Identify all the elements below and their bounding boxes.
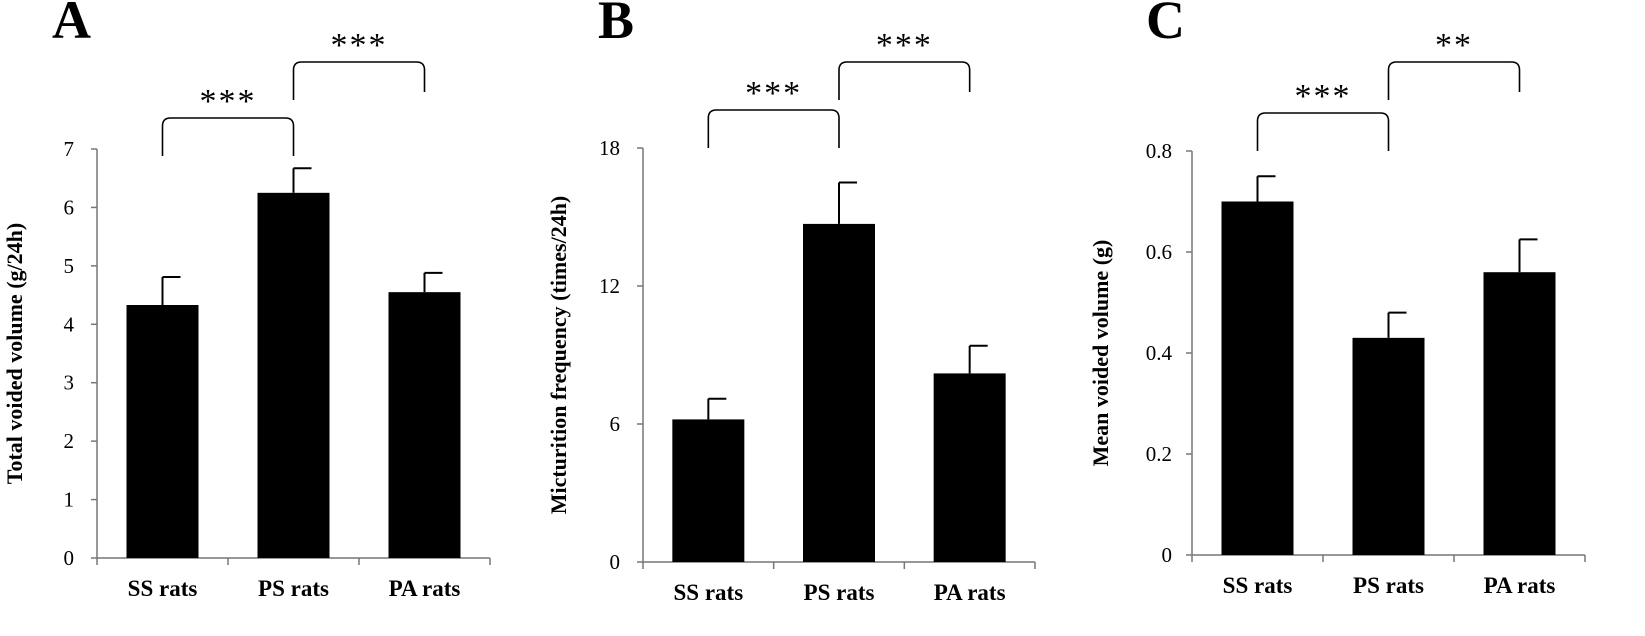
category-label: PA rats [934, 580, 1006, 605]
panel-b: B 0 6 12 18 Micturition frequency (times/24h… [546, 0, 1036, 605]
bar [257, 192, 330, 559]
bar [933, 373, 1006, 562]
significance-bracket [838, 61, 971, 100]
category-label: PS rats [1353, 573, 1424, 598]
panel-letter: C [1146, 0, 1185, 50]
panel-c: C 0 0.2 0.4 0.6 0.8 Mean voided volume (g) SS … [1088, 0, 1586, 598]
y-tick-label: 0 [610, 550, 621, 574]
y-tick-label: 4 [64, 312, 75, 336]
bar [126, 305, 199, 558]
y-tick-label: 0 [1162, 543, 1173, 567]
y-tick-label: 3 [64, 371, 75, 395]
y-tick-label: 12 [599, 274, 620, 298]
y-tick-label: 0.8 [1146, 139, 1172, 163]
category-label: SS rats [1223, 573, 1293, 598]
bar [803, 223, 875, 562]
significance-bracket [707, 109, 840, 148]
significance-label: *** [1295, 78, 1352, 115]
bar [1483, 272, 1556, 555]
significance-label: *** [331, 27, 388, 64]
bar [1221, 201, 1294, 555]
significance-label: *** [200, 83, 257, 120]
significance-bracket [1256, 112, 1390, 151]
significance-bracket [1387, 61, 1521, 100]
bar [388, 292, 461, 558]
significance-label: *** [745, 75, 802, 112]
y-tick-label: 0.4 [1146, 341, 1173, 365]
category-label: PS rats [804, 580, 875, 605]
significance-bracket [292, 61, 426, 100]
category-label: SS rats [128, 576, 198, 601]
significance-label: *** [876, 27, 933, 64]
panel-letter: A [52, 0, 91, 50]
y-axis-title: Total voided volume (g/24h) [2, 223, 27, 484]
y-tick-label: 7 [64, 137, 75, 161]
category-label: PA rats [389, 576, 461, 601]
panel-a: A 0 1 2 3 4 5 6 7 Total voided volume (g/24h) SS … [2, 0, 491, 601]
y-axis-title: Mean voided volume (g) [1088, 240, 1113, 467]
y-tick-label: 0 [64, 546, 75, 570]
y-tick-label: 6 [64, 195, 75, 219]
bar [1352, 337, 1425, 555]
category-label: SS rats [674, 580, 744, 605]
y-tick-label: 5 [64, 254, 75, 278]
y-tick-label: 2 [64, 429, 75, 453]
y-axis-title: Micturition frequency (times/24h) [546, 196, 571, 515]
y-tick-label: 0.6 [1146, 240, 1172, 264]
y-tick-label: 1 [64, 488, 75, 512]
panel-letter: B [598, 0, 634, 50]
category-label: PA rats [1484, 573, 1556, 598]
significance-label: ** [1435, 27, 1473, 64]
y-tick-label: 0.2 [1146, 442, 1172, 466]
significance-bracket [161, 117, 295, 156]
y-tick-label: 6 [610, 412, 621, 436]
category-label: PS rats [258, 576, 329, 601]
y-tick-label: 18 [599, 136, 620, 160]
bar [672, 419, 745, 562]
